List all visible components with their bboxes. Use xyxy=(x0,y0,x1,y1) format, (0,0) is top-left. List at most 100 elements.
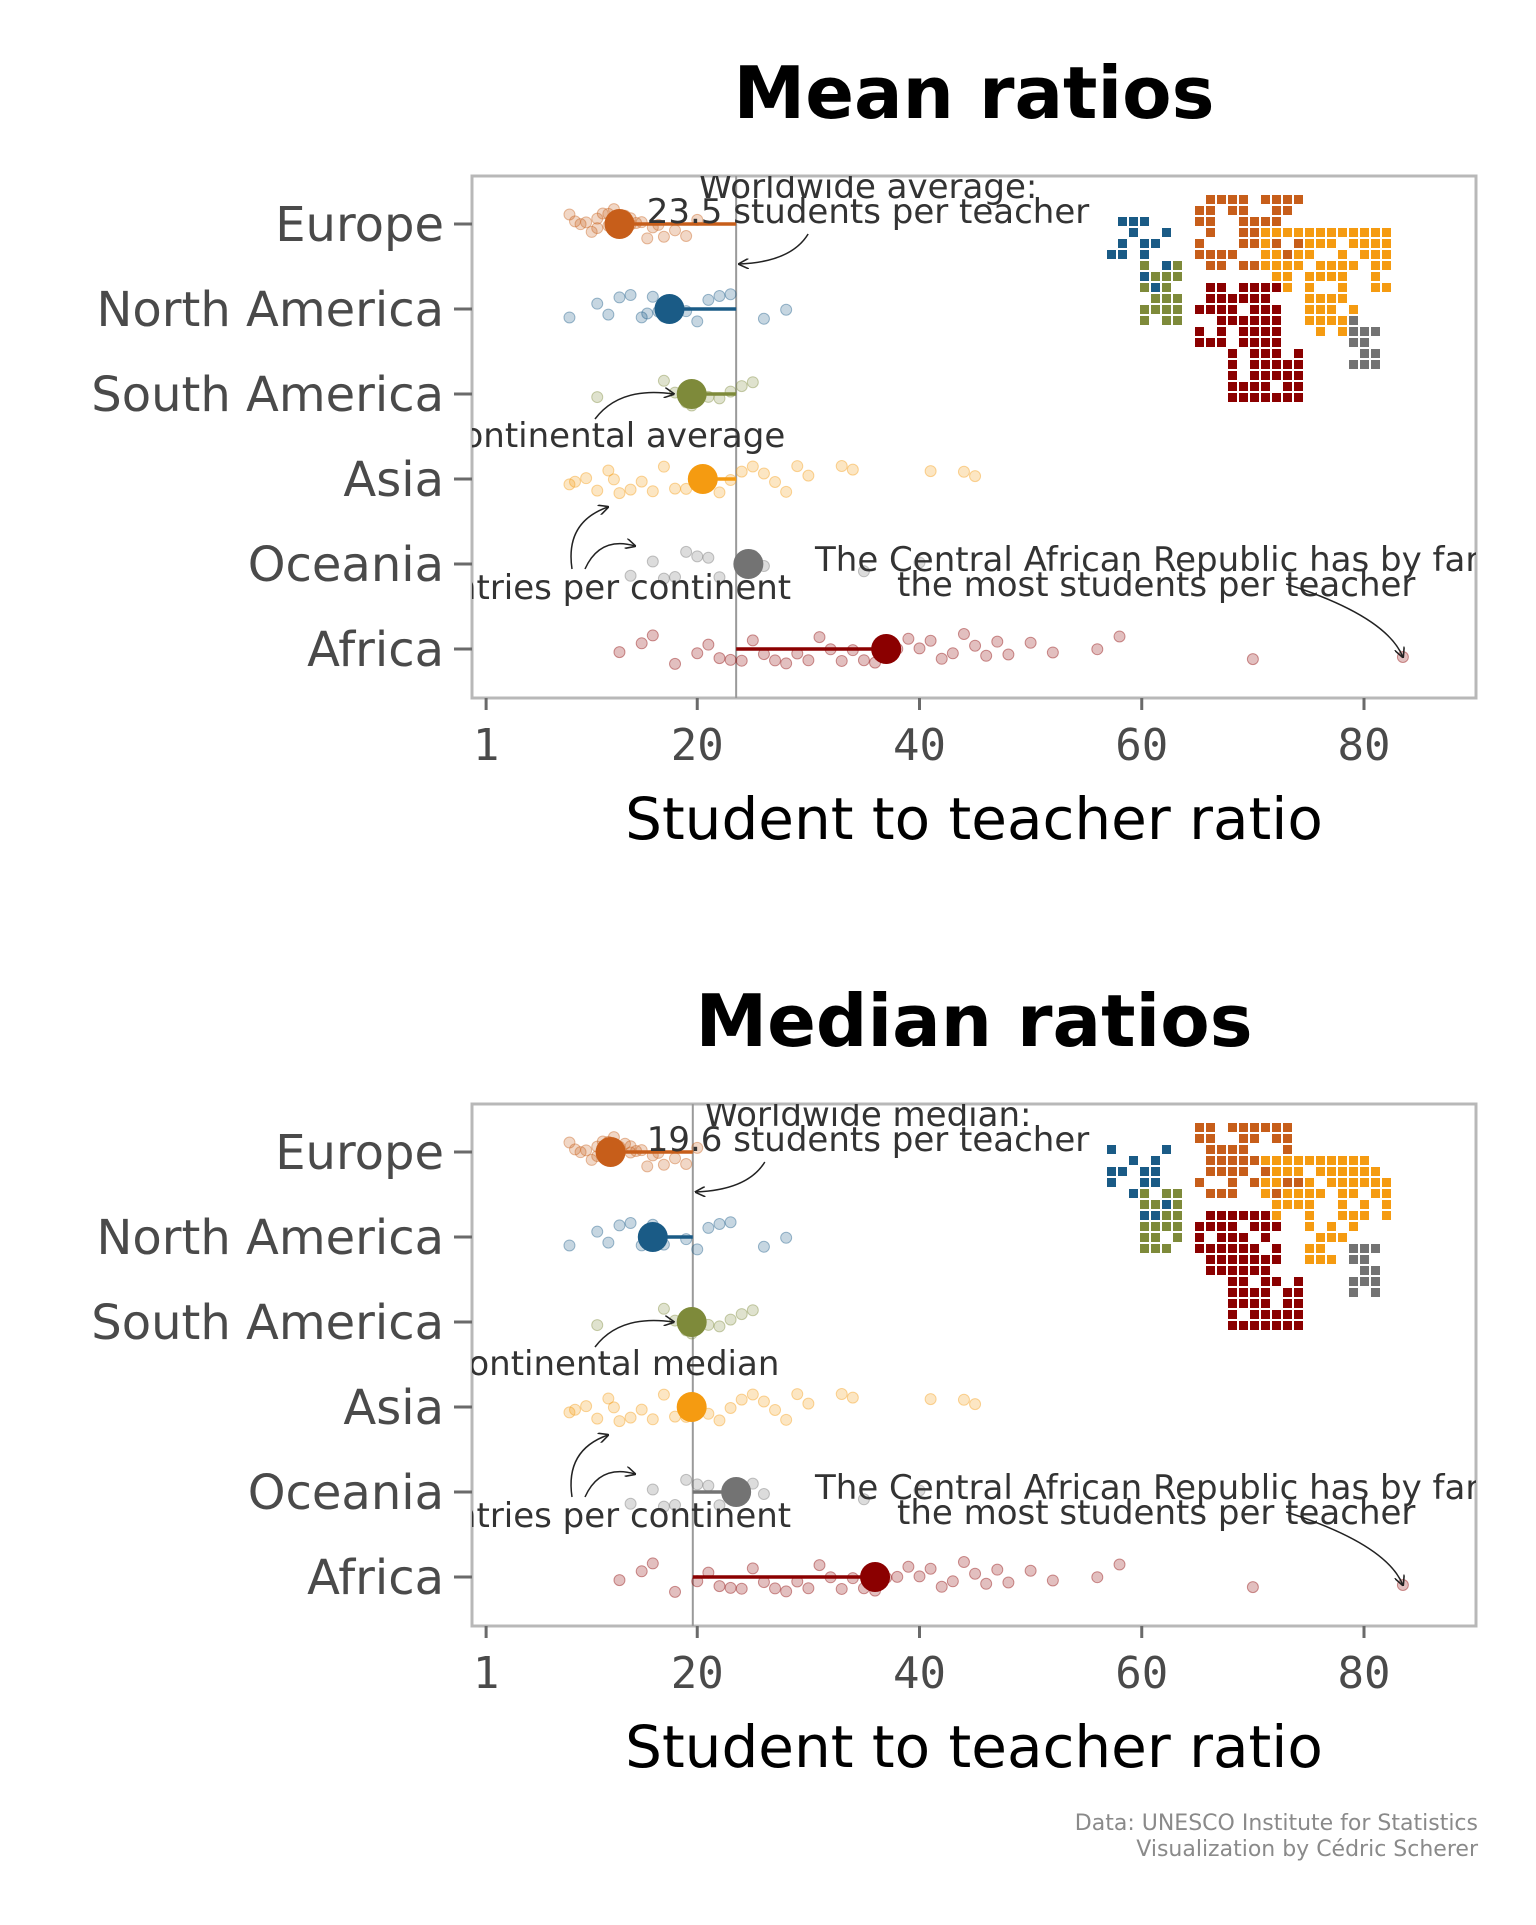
summary-point-europe xyxy=(604,209,635,239)
map-cell-north-america xyxy=(1140,250,1149,259)
map-cell-asia xyxy=(1261,250,1270,259)
country-point xyxy=(669,1585,682,1598)
map-cell-africa xyxy=(1294,349,1303,358)
map-cell-asia xyxy=(1305,283,1314,292)
map-cell-africa xyxy=(1261,1288,1270,1297)
map-cell-africa xyxy=(1228,1266,1237,1275)
map-cell-europe xyxy=(1217,1189,1226,1198)
annotation-arrow-countries-2 xyxy=(584,1472,635,1498)
map-cell-asia xyxy=(1283,272,1292,281)
map-cell-asia xyxy=(1294,1200,1303,1209)
map-cell-north-america xyxy=(1118,239,1127,248)
country-point xyxy=(691,550,704,563)
country-point xyxy=(613,1574,626,1587)
map-cell-europe xyxy=(1228,1156,1237,1165)
map-cell-africa xyxy=(1195,1222,1204,1231)
annotation-reference-line2: 19.6 students per teacher xyxy=(647,1120,1090,1160)
country-point xyxy=(646,555,659,568)
map-cell-africa xyxy=(1294,382,1303,391)
country-point xyxy=(1246,1581,1259,1594)
summary-point-africa xyxy=(871,634,902,664)
country-point xyxy=(574,1146,587,1159)
country-point xyxy=(946,647,959,660)
country-point xyxy=(635,216,648,229)
country-point xyxy=(813,1559,826,1572)
map-cell-africa xyxy=(1217,1255,1226,1264)
map-cell-asia xyxy=(1338,327,1347,336)
country-point xyxy=(563,478,576,491)
map-cell-asia xyxy=(1360,239,1369,248)
continent-map-inset xyxy=(1107,195,1391,402)
country-point xyxy=(946,1575,959,1588)
annotation-arrow-continental xyxy=(594,392,674,420)
country-point xyxy=(669,657,682,670)
map-cell-asia xyxy=(1305,1222,1314,1231)
map-cell-asia xyxy=(1261,1178,1270,1187)
country-point xyxy=(1113,1558,1126,1571)
country-point xyxy=(635,637,648,650)
country-point xyxy=(846,463,859,476)
map-cell-asia xyxy=(1283,1189,1292,1198)
country-point xyxy=(635,1144,648,1157)
country-point xyxy=(969,1398,982,1411)
country-point xyxy=(991,635,1004,648)
map-cell-asia xyxy=(1294,1167,1303,1176)
category-label-europe: Europe xyxy=(275,197,444,253)
country-point xyxy=(635,475,648,488)
map-cell-asia xyxy=(1338,1200,1347,1209)
map-cell-africa xyxy=(1261,1266,1270,1275)
chart-panel-1: Median ratios Europe North America South Am… xyxy=(91,979,1478,1781)
map-cell-africa xyxy=(1217,327,1226,336)
map-cell-asia xyxy=(1316,272,1325,281)
map-cell-africa xyxy=(1283,360,1292,369)
country-point xyxy=(802,469,815,482)
map-cell-europe xyxy=(1272,217,1281,226)
annotation-reference-line1: Worldwide median: xyxy=(705,1095,1032,1135)
country-point xyxy=(724,1581,737,1594)
map-cell-asia xyxy=(1272,1167,1281,1176)
map-cell-africa xyxy=(1272,371,1281,380)
map-cell-oceania xyxy=(1349,316,1358,325)
country-point xyxy=(991,1563,1004,1576)
country-point xyxy=(646,629,659,642)
map-cell-south-america xyxy=(1151,305,1160,314)
map-cell-europe xyxy=(1239,228,1248,237)
map-cell-south-america xyxy=(1173,305,1182,314)
map-cell-south-america xyxy=(1140,1189,1149,1198)
map-cell-asia xyxy=(1305,1200,1314,1209)
country-point xyxy=(669,482,682,495)
map-cell-asia xyxy=(1316,1189,1325,1198)
country-point xyxy=(702,293,715,306)
country-point xyxy=(569,1403,582,1416)
map-cell-europe xyxy=(1283,1123,1292,1132)
map-cell-north-america xyxy=(1151,239,1160,248)
map-cell-asia xyxy=(1360,1167,1369,1176)
map-cell-africa xyxy=(1239,1321,1248,1330)
map-cell-africa xyxy=(1261,349,1270,358)
annotation-arrow-car xyxy=(1285,1511,1403,1585)
map-cell-europe xyxy=(1250,261,1259,270)
country-point xyxy=(1002,648,1015,661)
country-point xyxy=(591,484,604,497)
country-point xyxy=(613,291,626,304)
map-cell-north-america xyxy=(1129,1156,1138,1165)
country-point xyxy=(891,1570,904,1583)
map-cell-asia xyxy=(1305,305,1314,314)
map-cell-africa xyxy=(1217,338,1226,347)
map-cell-asia xyxy=(1338,1189,1347,1198)
map-cell-north-america xyxy=(1129,217,1138,226)
map-cell-europe xyxy=(1250,228,1259,237)
map-cell-asia xyxy=(1360,228,1369,237)
map-cell-asia xyxy=(1283,283,1292,292)
category-label-north-america: North America xyxy=(96,282,444,338)
map-cell-asia xyxy=(1371,239,1380,248)
map-cell-oceania xyxy=(1360,1244,1369,1253)
x-axis-title: Student to teacher ratio xyxy=(625,785,1323,853)
map-cell-europe xyxy=(1294,1178,1303,1187)
country-point xyxy=(591,1225,604,1238)
map-cell-europe xyxy=(1195,1134,1204,1143)
country-point xyxy=(813,631,826,644)
map-cell-europe xyxy=(1250,1123,1259,1132)
map-cell-europe xyxy=(1283,1134,1292,1143)
map-cell-africa xyxy=(1261,1321,1270,1330)
